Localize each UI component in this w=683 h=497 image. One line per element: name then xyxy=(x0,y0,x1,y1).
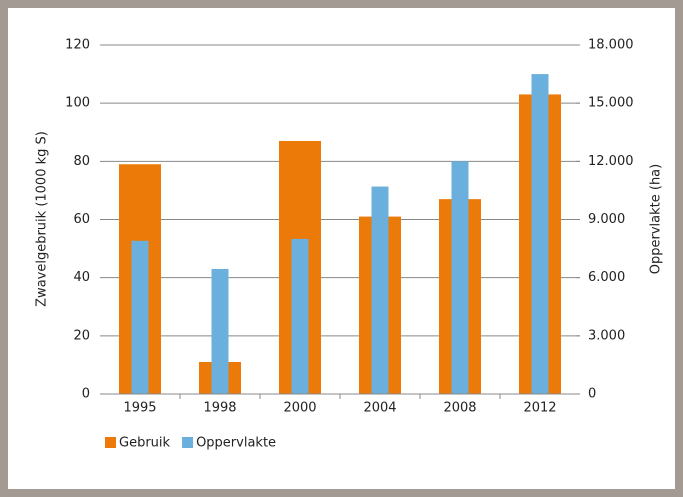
x-tick-label: 2008 xyxy=(443,401,476,416)
y2-tick-label: 3.000 xyxy=(588,328,625,343)
x-tick-label: 1998 xyxy=(203,401,236,416)
y-tick-label: 80 xyxy=(73,154,90,169)
y2-axis-label: Oppervlakte (ha) xyxy=(649,164,664,274)
y-tick-label: 120 xyxy=(65,38,90,53)
y2-tick-label: 12.000 xyxy=(588,154,634,169)
y-tick-label: 100 xyxy=(65,96,90,111)
y-tick-label: 60 xyxy=(73,212,90,227)
legend-label: Oppervlakte xyxy=(196,436,276,451)
y-tick-label: 40 xyxy=(73,270,90,285)
y2-tick-label: 18.000 xyxy=(588,38,634,53)
legend-label: Gebruik xyxy=(119,436,171,451)
y-tick-label: 0 xyxy=(82,387,90,402)
x-tick-label: 2012 xyxy=(523,401,556,416)
bar xyxy=(531,74,549,394)
bar xyxy=(211,268,229,394)
legend-swatch xyxy=(182,437,194,448)
y2-tick-label: 0 xyxy=(588,387,596,402)
y2-tick-label: 15.000 xyxy=(588,96,634,111)
bar xyxy=(291,238,309,394)
y2-tick-label: 6.000 xyxy=(588,270,625,285)
x-tick-label: 2000 xyxy=(283,401,316,416)
bar xyxy=(451,161,469,394)
legend-swatch xyxy=(105,437,116,448)
y-axis-label: Zwavelgebruik (1000 kg S) xyxy=(35,131,50,307)
bar xyxy=(371,186,389,394)
x-tick-label: 2004 xyxy=(363,401,396,416)
y2-tick-label: 9.000 xyxy=(588,212,625,227)
x-tick-label: 1995 xyxy=(123,401,156,416)
bar xyxy=(131,240,149,394)
y-tick-label: 20 xyxy=(73,328,90,343)
